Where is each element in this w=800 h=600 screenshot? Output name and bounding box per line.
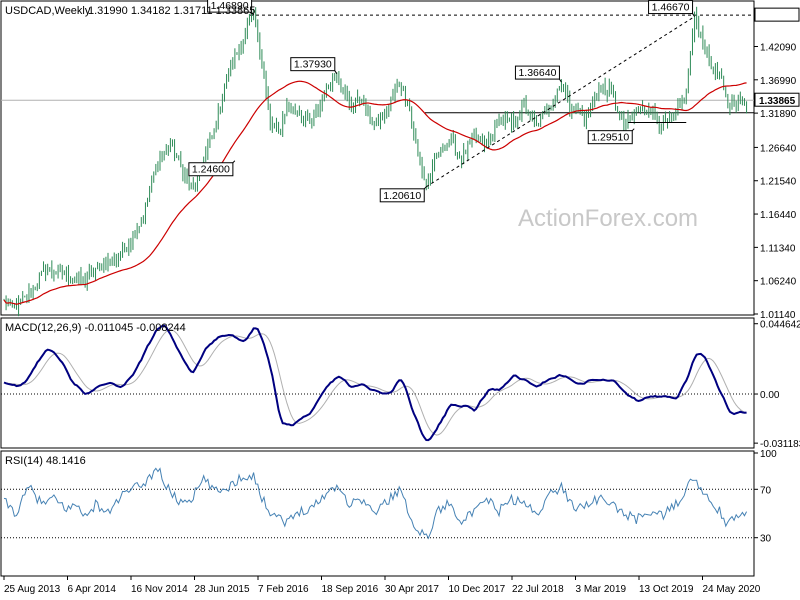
x-tick-label: 25 Aug 2013	[4, 584, 61, 595]
rsi-series	[1, 467, 754, 540]
x-tick-label: 3 Mar 2019	[576, 584, 627, 595]
annotation-leader	[423, 186, 427, 190]
x-tick-label: 24 May 2020	[703, 584, 761, 595]
current-price-label: 1.33865	[759, 96, 796, 107]
price-panel	[0, 0, 755, 316]
annotation-label: 1.46670	[652, 2, 690, 14]
x-tick-label: 7 Feb 2016	[258, 584, 309, 595]
x-tick-label: 16 Nov 2014	[131, 584, 188, 595]
rsi-title: RSI(14) 48.1416	[5, 455, 86, 467]
annotation-box	[587, 130, 633, 145]
annotation-leader	[334, 70, 338, 74]
y-tick-label: -0.031183	[760, 439, 800, 450]
x-tick-label: 30 Apr 2017	[385, 584, 439, 595]
high-price-box	[754, 7, 800, 22]
trend-lines	[425, 16, 695, 188]
annotation-box	[188, 162, 234, 177]
annotation-leader	[251, 11, 255, 16]
rsi-panel	[0, 450, 755, 577]
annotation-label: 1.29510	[591, 132, 629, 144]
annotation-label: 1.36640	[518, 67, 556, 79]
macd-signal-line	[3, 329, 747, 436]
x-tick-label: 18 Sep 2016	[322, 584, 379, 595]
moving-average-line	[3, 80, 747, 305]
y-tick-label: 1.42090	[760, 42, 797, 53]
y-tick-label: 100	[760, 449, 777, 460]
y-tick-label: 1.01140	[760, 310, 796, 321]
macd-title: MACD(12,26,9) -0.011045 -0.008244	[5, 322, 186, 334]
annotation-leader	[559, 78, 562, 83]
y-tick-label: 0.044642	[760, 320, 800, 331]
annotation-label: 1.24600	[192, 164, 230, 176]
y-tick-label: 70	[760, 485, 772, 496]
annotation-label: 1.37930	[294, 59, 332, 71]
x-tick-label: 28 Jun 2015	[195, 584, 250, 595]
y-axis-tick-labels: 1.468901.420901.369901.318901.266401.215…	[754, 7, 800, 545]
y-tick-label: 1.16440	[760, 210, 797, 221]
annotation-box	[648, 0, 694, 15]
price-annotations: 1.46890 1.24600 1.37930 1.20610 1.36640 1.295…	[188, 0, 695, 203]
annotation-box	[379, 188, 425, 203]
x-tick-label: 22 Jul 2018	[512, 584, 564, 595]
annotation-leader	[232, 160, 236, 164]
annotation-label: 1.20610	[383, 190, 421, 202]
x-tick-label: 10 Dec 2017	[449, 584, 506, 595]
y-tick-label: 1.06240	[760, 277, 797, 288]
annotation-leader	[631, 128, 635, 132]
y-tick-label: 1.11340	[760, 243, 796, 254]
annotation-box	[290, 57, 336, 72]
annotation-leader	[692, 13, 695, 17]
price-gridlines	[1, 14, 754, 114]
macd-series	[1, 324, 754, 442]
y-tick-label: 1.21540	[760, 177, 797, 188]
y-tick-label: 1.36990	[760, 76, 797, 87]
x-axis-tick-labels: 25 Aug 2013 6 Apr 2014 16 Nov 2014 28 Jun 2…	[3, 576, 761, 595]
macd-line	[3, 324, 747, 442]
rsi-line	[3, 467, 748, 540]
sma-line	[3, 80, 747, 305]
price-chart-title: USDCAD,Weekly	[5, 5, 91, 17]
ohlc-readout: 1.31990 1.34182 1.31711 1.33865	[88, 5, 255, 17]
watermark: ActionForex.com	[518, 205, 698, 232]
macd-panel	[0, 317, 755, 449]
annotation-box	[514, 65, 560, 80]
y-tick-label: 30	[760, 534, 772, 545]
annotation-label: 1.46890	[211, 0, 249, 12]
current-price-box	[754, 92, 800, 107]
x-tick-label: 6 Apr 2014	[68, 584, 117, 595]
y-tick-label: 0.00	[760, 390, 780, 401]
rising-trendline	[425, 16, 695, 188]
x-tick-label: 13 Oct 2019	[639, 584, 694, 595]
y-tick-label: 1.31890	[760, 109, 797, 120]
annotation-box	[207, 0, 253, 13]
y-tick-label: 1.26640	[760, 143, 797, 154]
